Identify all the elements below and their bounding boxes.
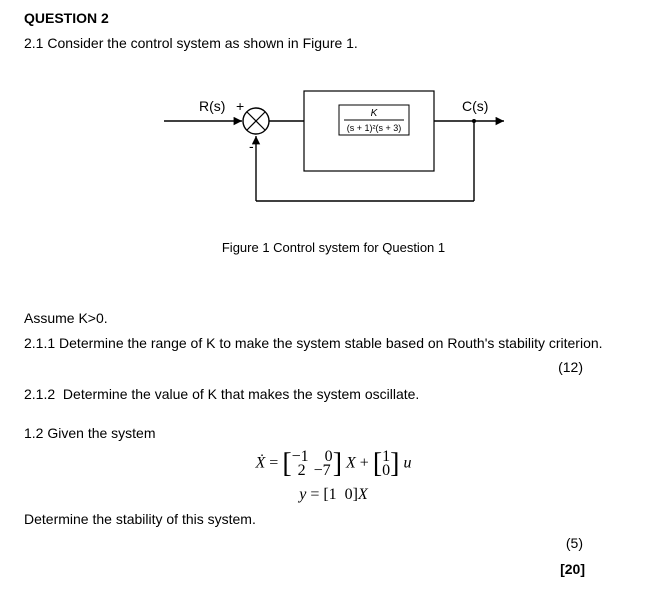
question-title: QUESTION 2 [24,10,643,26]
plus-sign: + [236,98,244,114]
tf-denominator: (s + 1)²(s + 3) [346,123,401,133]
marks-12: (5) [24,535,643,551]
marks-total: [20] [24,561,643,577]
minus-sign: - [249,138,254,154]
block-diagram-svg: R(s) + - K (s + 1)²(s + 3) C(s) [144,81,524,231]
input-label: R(s) [199,98,225,114]
state-equation: Ẋ = [−1 0 2 −7] X + [10] u [24,448,643,480]
q12-task: Determine the stability of this system. [24,510,643,529]
figure-1: R(s) + - K (s + 1)²(s + 3) C(s) [24,81,643,255]
output-label: C(s) [462,98,488,114]
q212-text: 2.1.2 Determine the value of K that make… [24,385,643,404]
figure-caption: Figure 1 Control system for Question 1 [24,240,643,255]
output-equation: y = [1 0]X [24,486,643,504]
marks-211: (12) [24,359,643,375]
q12-intro: 1.2 Given the system [24,424,643,443]
q211-text: 2.1.1 Determine the range of K to make t… [24,334,643,353]
q21-intro: 2.1 Consider the control system as shown… [24,34,643,53]
assume-text: Assume K>0. [24,309,643,328]
